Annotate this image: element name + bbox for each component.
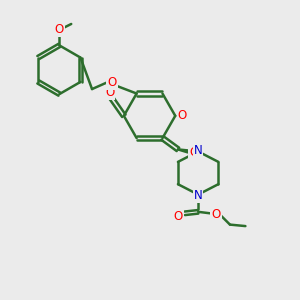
Text: O: O [107, 76, 117, 89]
Text: O: O [212, 208, 220, 221]
Text: O: O [189, 146, 198, 159]
Text: O: O [174, 210, 183, 223]
Text: O: O [105, 86, 115, 99]
Text: N: N [194, 189, 203, 202]
Text: O: O [55, 23, 64, 36]
Text: N: N [194, 144, 203, 157]
Text: O: O [178, 109, 187, 122]
